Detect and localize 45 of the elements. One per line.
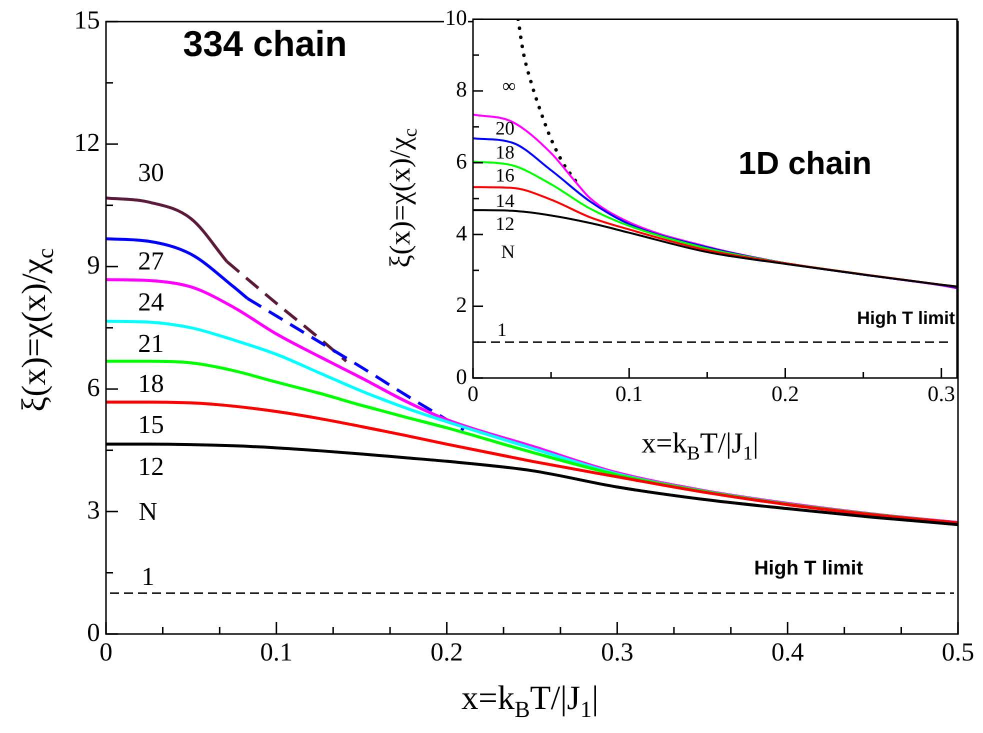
text: 1D chain: [738, 144, 872, 181]
ref-line-label: High T limit: [754, 558, 864, 580]
line-series: [473, 186, 957, 288]
y-axis-title: ξ(x)=χ(x)/χc: [16, 248, 59, 412]
annotation: ∞: [502, 76, 516, 97]
y-tick-label: 0: [456, 364, 467, 389]
series-label: 30: [138, 158, 164, 187]
x-tick-label: 0.1: [615, 380, 643, 406]
y-tick-label: 3: [87, 495, 100, 524]
x-tick-label: 0.5: [942, 637, 974, 666]
series-label: 12: [496, 214, 514, 236]
y-tick-label: 10: [445, 4, 467, 30]
x-tick-label: 0.4: [771, 637, 804, 666]
y-tick-label: 6: [456, 148, 467, 174]
series-label: 18: [138, 369, 164, 398]
annotation: 1: [142, 562, 154, 591]
line-series: [106, 400, 958, 524]
series-label: 24: [138, 287, 164, 316]
y-tick-label: 2: [456, 292, 467, 318]
x-tick-label: 0.2: [772, 380, 800, 406]
annotation: 1: [497, 320, 507, 341]
y-tick-label: 4: [456, 220, 467, 246]
x-tick-label: 0.1: [260, 637, 293, 666]
y-axis-title: ξ(x)=χ(x)/χc: [384, 128, 422, 268]
series-label: 12: [138, 452, 164, 481]
annotation: N: [138, 496, 158, 526]
series-label: 20: [496, 118, 514, 140]
series-label: 15: [138, 410, 164, 439]
y-tick-label: 12: [74, 128, 100, 157]
x-tick-label: 0.3: [600, 637, 634, 666]
series-label: 14: [496, 191, 515, 212]
annotation: N: [501, 242, 516, 263]
series-label: 21: [138, 329, 164, 358]
ref-line-label: High T limit: [857, 308, 955, 328]
x-tick-label: 0.2: [430, 637, 464, 666]
y-tick-label: 15: [74, 5, 100, 34]
y-tick-label: 0: [87, 618, 100, 647]
series-label: 18: [496, 142, 514, 164]
y-tick-label: 9: [87, 250, 100, 280]
series-label: 16: [496, 166, 514, 187]
x-tick-label: 0.3: [928, 380, 956, 406]
y-tick-label: 8: [456, 76, 467, 102]
chart-title: 334 chain: [182, 22, 348, 64]
series-label: 27: [138, 246, 164, 276]
y-tick-label: 6: [87, 372, 100, 402]
